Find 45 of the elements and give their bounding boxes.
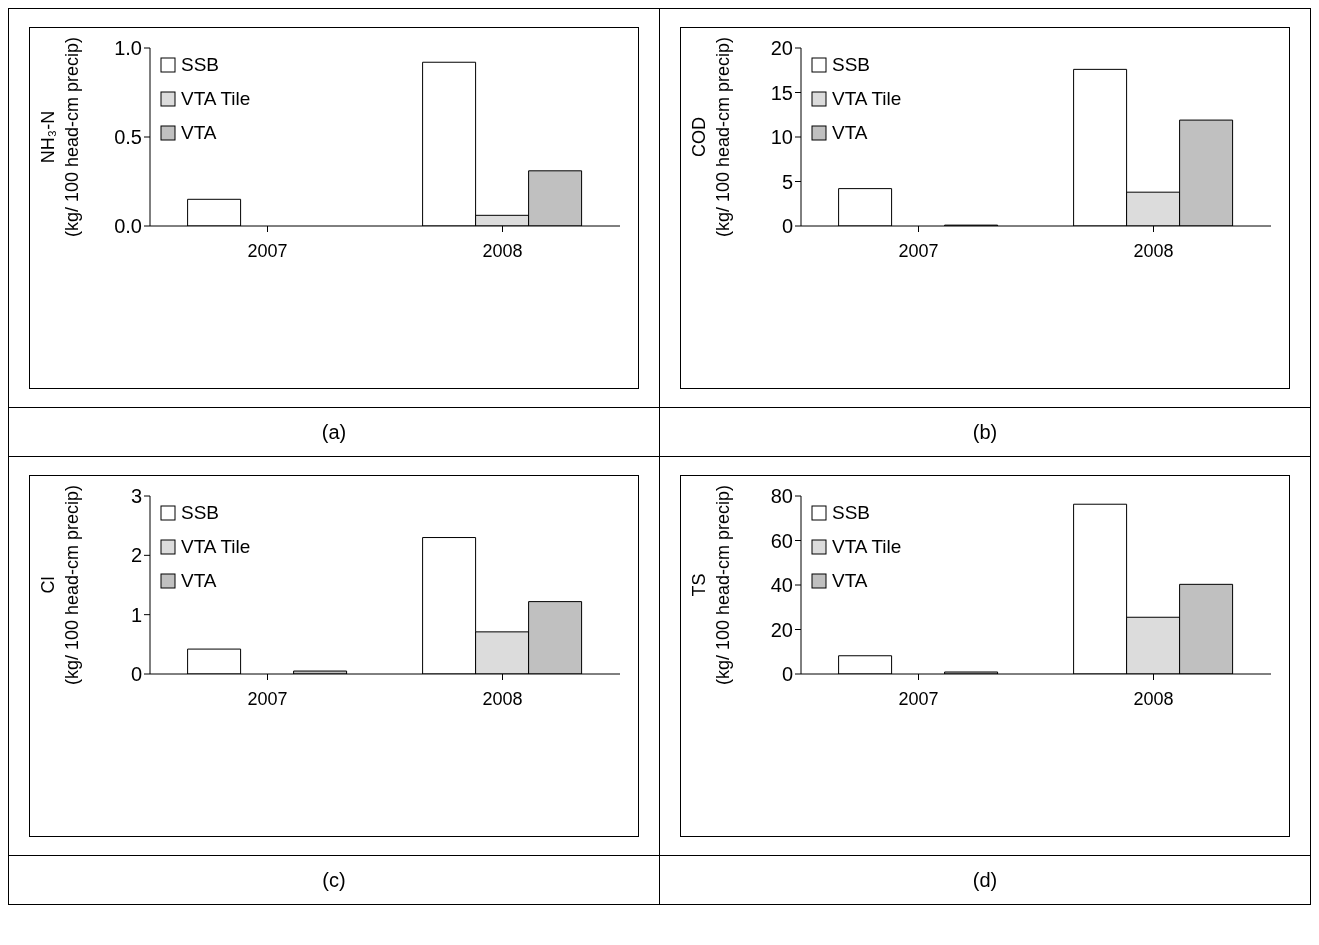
legend-label: VTA (832, 570, 868, 592)
text: (c) (322, 868, 346, 891)
x-tick-label: 2007 (898, 240, 939, 261)
y-tick-label: 0 (130, 663, 142, 686)
y-axis-title: COD (kg/ 100 head-cm precip) (689, 36, 733, 238)
legend-label: VTA Tile (832, 536, 902, 558)
x-tick-label: 2007 (247, 240, 288, 261)
y-axis-title: TS (kg/ 100 head-cm precip) (689, 484, 733, 686)
legend-label: VTA Tile (832, 88, 902, 110)
y-tick-label: 0.0 (114, 215, 142, 238)
y-tick-label: 20 (770, 618, 793, 641)
y-tick-label: 0 (781, 215, 793, 238)
legend-label: VTA Tile (181, 536, 251, 558)
legend-label: SSB (181, 54, 220, 76)
y-tick-label: 20 (770, 37, 793, 60)
y-tick-label: 1 (130, 603, 142, 626)
text: (b) (972, 420, 998, 443)
y-axis-title: NH₃-N (kg/ 100 head-cm precip) (38, 36, 82, 238)
y-tick-label: 80 (770, 485, 793, 508)
legend-label: SSB (181, 502, 220, 524)
legend-label: VTA (181, 570, 217, 592)
y-tick-label: 3 (130, 485, 142, 508)
x-tick-label: 2008 (1133, 240, 1174, 261)
y-tick-label: 15 (770, 81, 793, 104)
y-tick-label: 40 (770, 574, 793, 597)
y-tick-label: 0.5 (114, 126, 142, 149)
legend-label: VTA (181, 122, 217, 144)
x-tick-label: 2008 (482, 240, 523, 261)
y-tick-label: 2 (130, 544, 142, 567)
y-tick-label: 5 (781, 170, 793, 193)
y-tick-label: 0 (781, 663, 793, 686)
legend-label: SSB (832, 502, 871, 524)
legend-label: SSB (832, 54, 871, 76)
y-tick-label: 60 (770, 529, 793, 552)
y-tick-label: 10 (770, 126, 793, 149)
y-axis-title: Cl (kg/ 100 head-cm precip) (38, 484, 82, 686)
x-tick-label: 2007 (247, 688, 288, 709)
legend-label: VTA (832, 122, 868, 144)
text: (d) (972, 868, 998, 891)
text: (a) (321, 420, 347, 443)
y-tick-label: 1.0 (114, 37, 142, 60)
x-tick-label: 2008 (482, 688, 523, 709)
x-tick-label: 2007 (898, 688, 939, 709)
x-tick-label: 2008 (1133, 688, 1174, 709)
legend-label: VTA Tile (181, 88, 251, 110)
